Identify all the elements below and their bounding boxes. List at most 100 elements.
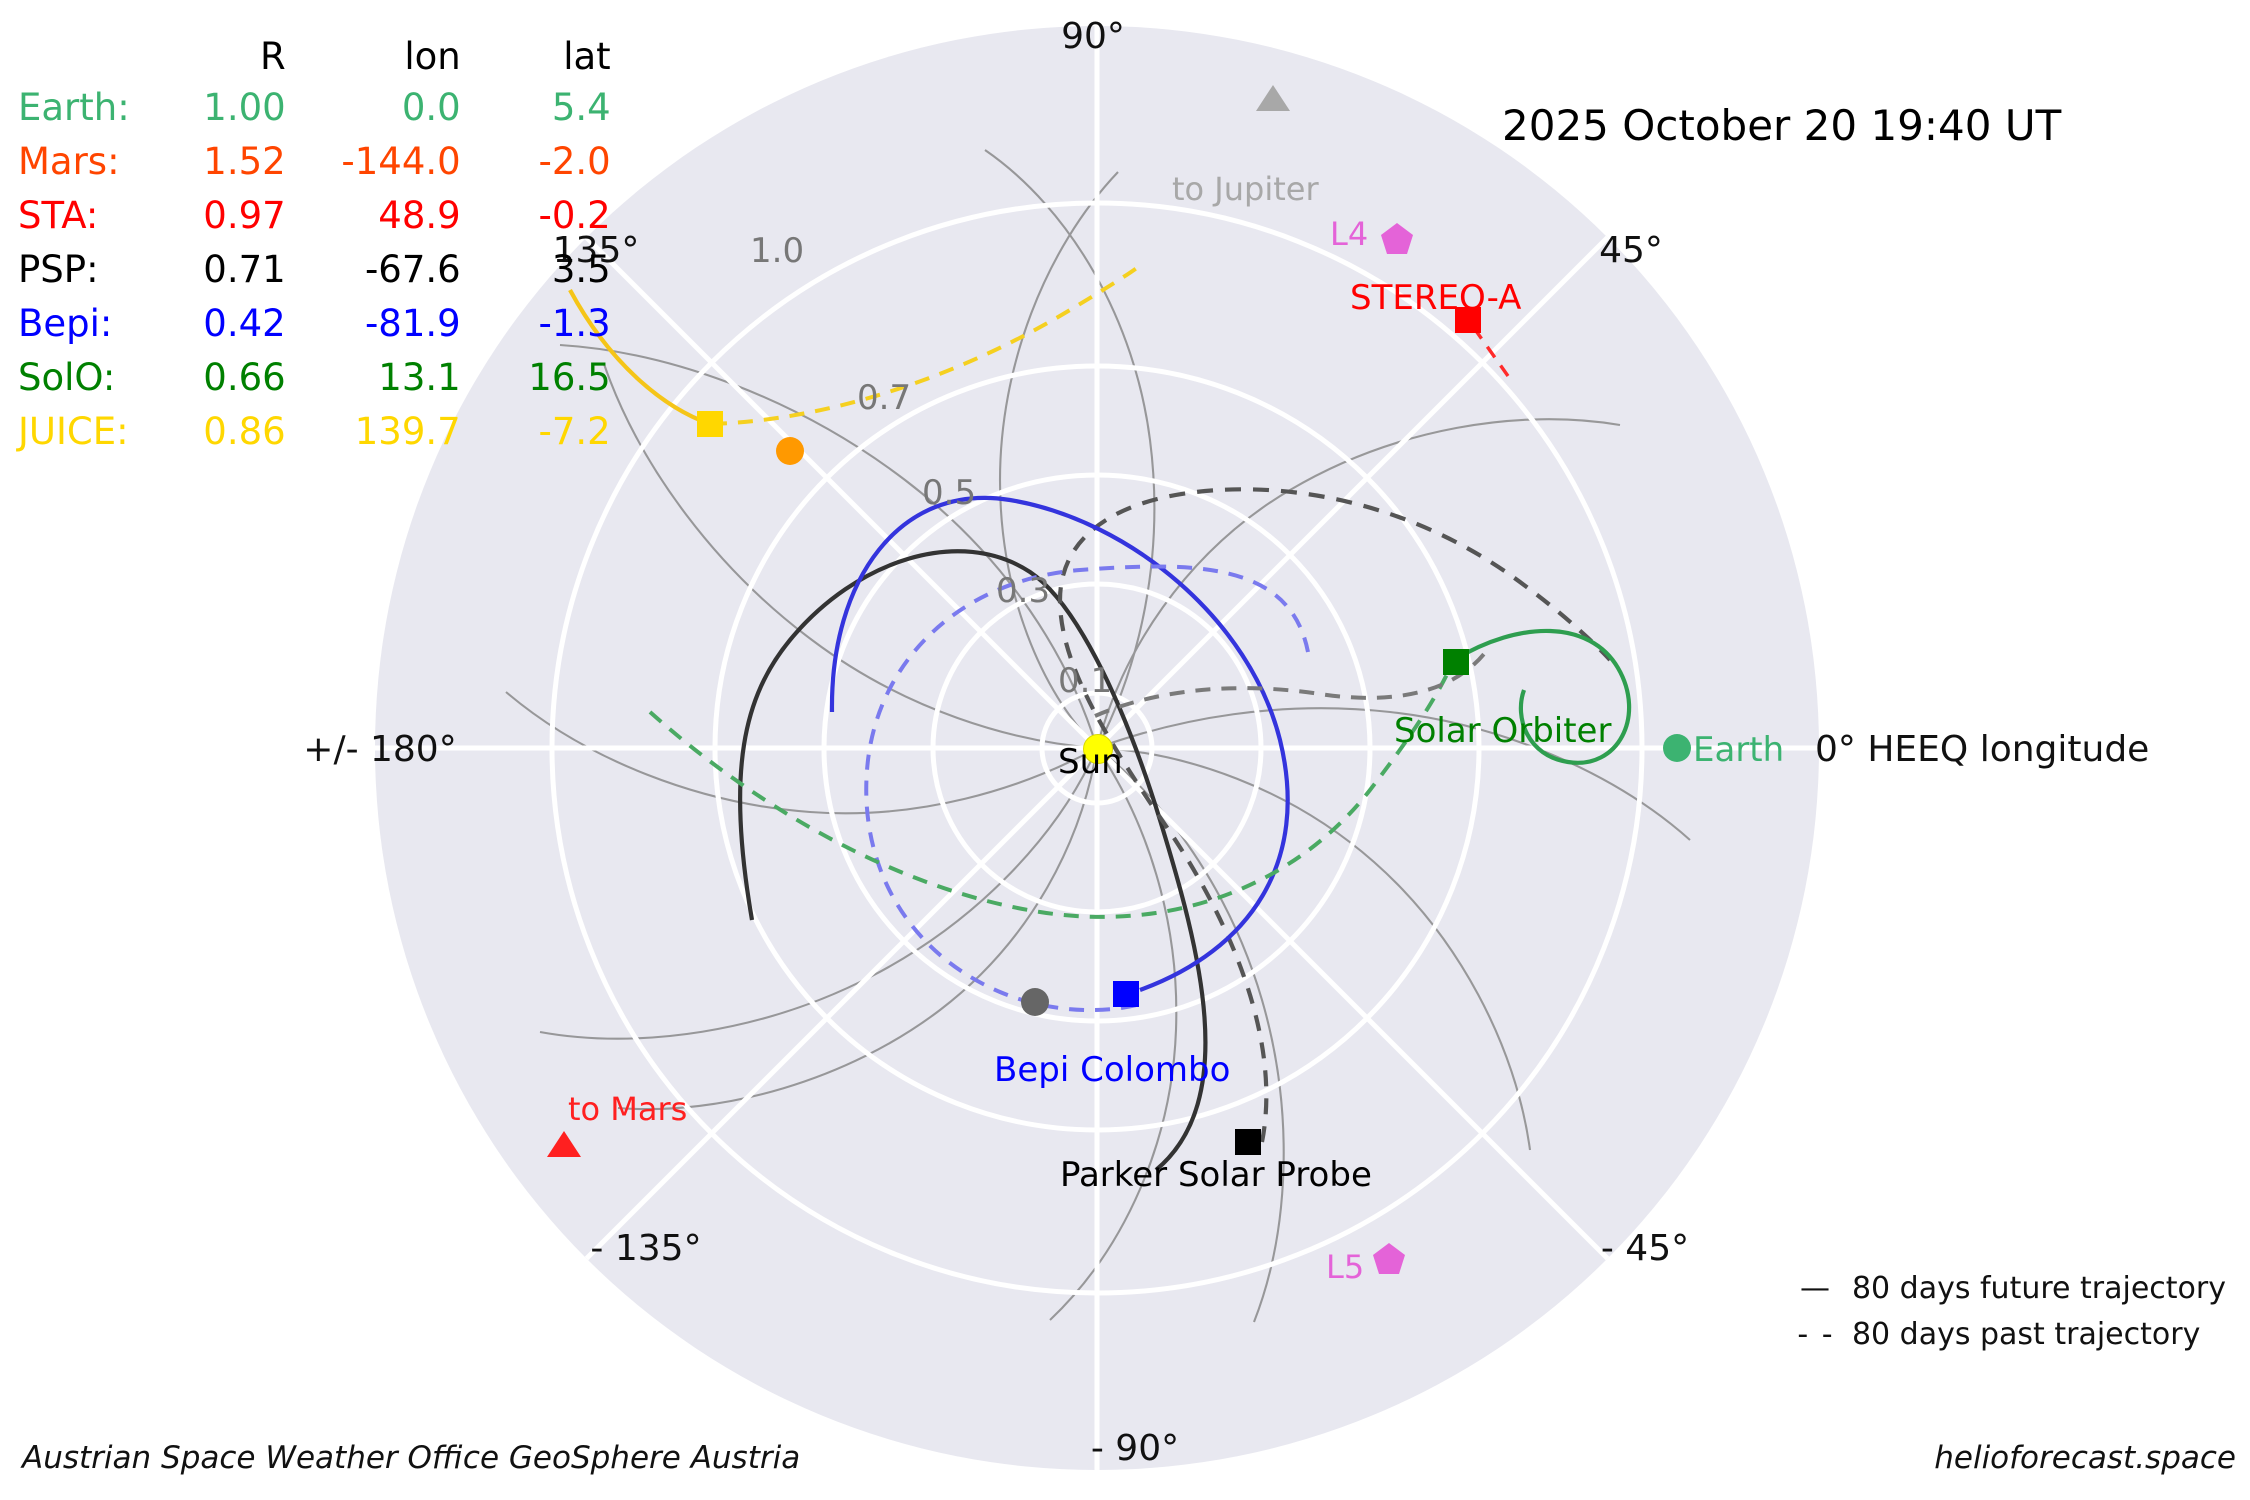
- mercury-marker[interactable]: [1021, 988, 1049, 1016]
- sun-marker[interactable]: [1083, 734, 1113, 764]
- header-lat: lat: [563, 35, 611, 78]
- solar-orbiter-label: Solar Orbiter: [1394, 711, 1612, 751]
- solo-past-trajectory: [648, 663, 1454, 919]
- parker-spiral-grid: [505, 149, 1691, 1323]
- radial-tick-1_0: 1.0: [750, 231, 805, 271]
- cell-name: PSP:: [18, 248, 99, 291]
- table-row: Bepi: 0.42 -81.9 -1.3: [18, 305, 611, 359]
- l4-label: L4: [1330, 215, 1369, 253]
- radial-tick-0_5: 0.5: [922, 473, 977, 513]
- footer-right: helioforecast.space: [1934, 1440, 2236, 1476]
- cell-name: Earth:: [18, 86, 130, 129]
- cell-r: 0.66: [203, 356, 286, 399]
- cell-r: 1.00: [203, 86, 286, 129]
- bepi-past-trajectory: [864, 564, 1310, 1013]
- psp-past-trajectory: [1057, 487, 1612, 1143]
- solar-orbiter-marker[interactable]: [1443, 649, 1469, 675]
- venus-marker[interactable]: [776, 437, 804, 465]
- cell-lat: -1.3: [538, 302, 611, 345]
- table-row: Mars: 1.52 -144.0 -2.0: [18, 143, 611, 197]
- legend-label-future: 80 days future trajectory: [1851, 1270, 2226, 1306]
- table-header-row: R lon lat: [18, 38, 611, 89]
- psp-future-trajectory: [737, 549, 1208, 1172]
- bepi-colombo-label: Bepi Colombo: [994, 1050, 1231, 1090]
- cell-name: Mars:: [18, 140, 120, 183]
- ephemeris-table: R lon lat Earth: 1.00 0.0 5.4 Mars: 1.52 -144.…: [18, 38, 611, 467]
- angle-label-minus90: - 90°: [1090, 1428, 1180, 1469]
- bepi-future-trajectory: [829, 495, 1290, 992]
- angle-label-0-heeq: 0° HEEQ longitude: [1815, 729, 2150, 770]
- cell-r: 0.42: [203, 302, 286, 345]
- bepi-colombo-marker[interactable]: [1113, 981, 1139, 1007]
- cell-r: 0.86: [203, 410, 286, 453]
- table-row: PSP: 0.71 -67.6 3.5: [18, 251, 611, 305]
- cell-lon: 48.9: [378, 194, 461, 237]
- juice-past-trajectory: [711, 262, 1144, 426]
- cell-r: 0.97: [203, 194, 286, 237]
- cell-lat: -7.2: [538, 410, 611, 453]
- earth-marker[interactable]: [1663, 734, 1691, 762]
- radial-tick-0_7: 0.7: [857, 378, 912, 418]
- radial-tick-0_3: 0.3: [996, 571, 1051, 611]
- angle-label-135: 135°: [552, 230, 640, 271]
- table-row: STA: 0.97 48.9 -0.2: [18, 197, 611, 251]
- juice-marker[interactable]: [697, 411, 723, 437]
- dashed-line-key: - -: [1797, 1316, 1835, 1352]
- cell-r: 1.52: [203, 140, 286, 183]
- legend-row-past: - - 80 days past trajectory: [1780, 1311, 2226, 1357]
- cell-name: Bepi:: [18, 302, 113, 345]
- page-title: 2025 October 20 19:40 UT: [1502, 101, 2062, 150]
- solid-line-key: —: [1799, 1270, 1832, 1306]
- to-mars-marker[interactable]: [547, 1131, 581, 1157]
- table-row: Earth: 1.00 0.0 5.4: [18, 89, 611, 143]
- angle-label-minus45: - 45°: [1600, 1228, 1690, 1269]
- juice-future-trajectory: [568, 289, 711, 426]
- cell-lon: -67.6: [364, 248, 461, 291]
- l5-label: L5: [1326, 1248, 1365, 1286]
- cell-r: 0.71: [203, 248, 286, 291]
- angle-label-45: 45°: [1599, 230, 1663, 271]
- cell-lon: 139.7: [354, 410, 461, 453]
- gray-past-trajectory: [1094, 644, 1492, 718]
- cell-lon: 13.1: [378, 356, 461, 399]
- cell-name: STA:: [18, 194, 99, 237]
- header-r: R: [259, 35, 286, 78]
- radial-spokes: [375, 26, 1819, 1470]
- radial-grid-circles: [549, 200, 1645, 1296]
- legend-label-past: 80 days past trajectory: [1851, 1316, 2201, 1352]
- parker-solar-probe-marker[interactable]: [1235, 1129, 1261, 1155]
- earth-label: Earth: [1693, 730, 1785, 770]
- angle-label-180: +/- 180°: [303, 729, 457, 770]
- stereo-a-label: STEREO-A: [1350, 278, 1522, 318]
- cell-lon: 0.0: [401, 86, 461, 129]
- table-row: SolO: 0.66 13.1 16.5: [18, 359, 611, 413]
- trajectory-legend: — 80 days future trajectory - - 80 days …: [1780, 1265, 2226, 1357]
- cell-name: JUICE:: [18, 410, 129, 453]
- cell-lon: -81.9: [364, 302, 461, 345]
- sta-past-trajectory: [1472, 327, 1510, 377]
- radial-tick-0_1: 0.1: [1058, 661, 1113, 701]
- to-mars-label: to Mars: [568, 1090, 688, 1128]
- parker-solar-probe-label: Parker Solar Probe: [1060, 1155, 1372, 1195]
- cell-name: SolO:: [18, 356, 116, 399]
- cell-lat: -0.2: [538, 194, 611, 237]
- angle-label-90: 90°: [1061, 16, 1125, 57]
- cell-lat: 5.4: [551, 86, 611, 129]
- stereo-a-marker[interactable]: [1455, 307, 1481, 333]
- cell-lat: 16.5: [528, 356, 611, 399]
- l5-marker[interactable]: [1372, 1242, 1406, 1275]
- l4-marker[interactable]: [1380, 222, 1414, 255]
- cell-lat: 3.5: [551, 248, 611, 291]
- footer-left: Austrian Space Weather Office GeoSphere …: [22, 1440, 801, 1476]
- sun-label: Sun: [1058, 742, 1123, 782]
- to-jupiter-marker[interactable]: [1256, 85, 1290, 111]
- angle-label-minus135: - 135°: [590, 1228, 702, 1269]
- solo-future-trajectory: [1452, 628, 1632, 765]
- cell-lat: -2.0: [538, 140, 611, 183]
- cell-lon: -144.0: [341, 140, 461, 183]
- header-blank: [18, 38, 156, 89]
- header-lon: lon: [404, 35, 461, 78]
- table-row: JUICE: 0.86 139.7 -7.2: [18, 413, 611, 467]
- to-jupiter-label: to Jupiter: [1172, 170, 1319, 208]
